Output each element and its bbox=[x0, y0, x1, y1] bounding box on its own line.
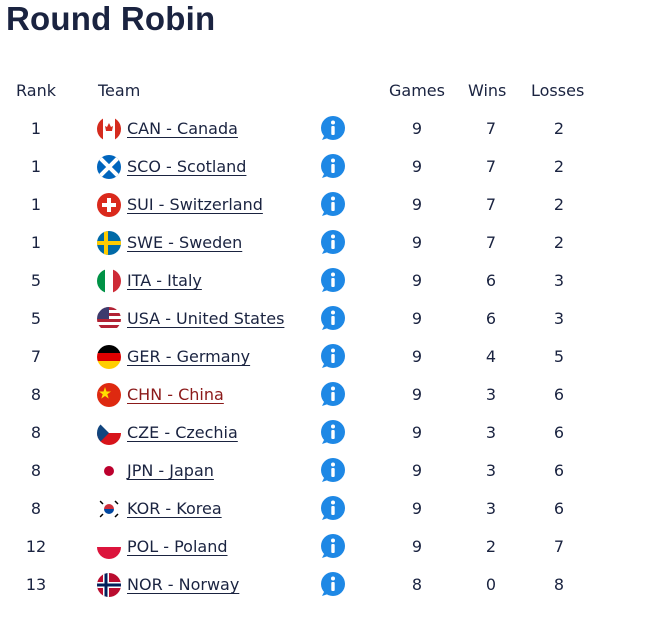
wins-cell: 6 bbox=[485, 309, 497, 328]
rank-cell: 5 bbox=[30, 271, 42, 290]
wins-cell: 6 bbox=[485, 271, 497, 290]
team-link[interactable]: JPN - Japan bbox=[127, 461, 214, 480]
games-cell: 9 bbox=[411, 119, 423, 138]
info-button[interactable] bbox=[320, 115, 346, 141]
info-button[interactable] bbox=[320, 267, 346, 293]
column-header-team: Team bbox=[98, 81, 141, 100]
games-cell: 8 bbox=[411, 575, 423, 594]
info-button[interactable] bbox=[320, 381, 346, 407]
wins-cell: 3 bbox=[485, 461, 497, 480]
info-button[interactable] bbox=[320, 191, 346, 217]
info-button[interactable] bbox=[320, 457, 346, 483]
flag-icon bbox=[97, 231, 121, 255]
info-button[interactable] bbox=[320, 419, 346, 445]
team-link[interactable]: GER - Germany bbox=[127, 347, 251, 366]
info-button[interactable] bbox=[320, 343, 346, 369]
wins-cell: 4 bbox=[485, 347, 497, 366]
games-cell: 9 bbox=[411, 385, 423, 404]
info-button[interactable] bbox=[320, 571, 346, 597]
wins-cell: 3 bbox=[485, 499, 497, 518]
page-title: Round Robin bbox=[6, 0, 216, 37]
games-cell: 9 bbox=[411, 271, 423, 290]
flag-icon bbox=[97, 155, 121, 179]
losses-cell: 2 bbox=[553, 119, 565, 138]
flag-icon bbox=[97, 193, 121, 217]
flag-icon bbox=[97, 421, 121, 445]
flag-icon bbox=[97, 269, 121, 293]
flag-icon bbox=[97, 535, 121, 559]
losses-cell: 3 bbox=[553, 309, 565, 328]
team-link[interactable]: SUI - Switzerland bbox=[127, 195, 263, 214]
losses-cell: 7 bbox=[553, 537, 565, 556]
rank-cell: 1 bbox=[30, 195, 42, 214]
wins-cell: 7 bbox=[485, 119, 497, 138]
team-link[interactable]: SCO - Scotland bbox=[127, 157, 247, 176]
wins-cell: 7 bbox=[485, 195, 497, 214]
losses-cell: 5 bbox=[553, 347, 565, 366]
flag-icon bbox=[97, 117, 121, 141]
rank-cell: 1 bbox=[30, 119, 42, 138]
team-link[interactable]: USA - United States bbox=[127, 309, 285, 328]
team-link[interactable]: NOR - Norway bbox=[127, 575, 240, 594]
losses-cell: 6 bbox=[553, 499, 565, 518]
losses-cell: 3 bbox=[553, 271, 565, 290]
team-link[interactable]: SWE - Sweden bbox=[127, 233, 243, 252]
games-cell: 9 bbox=[411, 461, 423, 480]
flag-icon bbox=[97, 345, 121, 369]
wins-cell: 3 bbox=[485, 423, 497, 442]
rank-cell: 12 bbox=[25, 537, 47, 556]
games-cell: 9 bbox=[411, 347, 423, 366]
rank-cell: 1 bbox=[30, 157, 42, 176]
losses-cell: 6 bbox=[553, 385, 565, 404]
games-cell: 9 bbox=[411, 499, 423, 518]
column-header-losses: Losses bbox=[531, 81, 585, 100]
rank-cell: 8 bbox=[30, 499, 42, 518]
team-link[interactable]: KOR - Korea bbox=[127, 499, 222, 518]
flag-icon bbox=[97, 307, 121, 331]
wins-cell: 2 bbox=[485, 537, 497, 556]
games-cell: 9 bbox=[411, 309, 423, 328]
team-link[interactable]: ITA - Italy bbox=[127, 271, 202, 290]
info-button[interactable] bbox=[320, 533, 346, 559]
rank-cell: 8 bbox=[30, 423, 42, 442]
column-header-games: Games bbox=[389, 81, 445, 100]
info-button[interactable] bbox=[320, 305, 346, 331]
team-link[interactable]: CAN - Canada bbox=[127, 119, 238, 138]
rank-cell: 5 bbox=[30, 309, 42, 328]
games-cell: 9 bbox=[411, 423, 423, 442]
team-link[interactable]: POL - Poland bbox=[127, 537, 228, 556]
games-cell: 9 bbox=[411, 537, 423, 556]
games-cell: 9 bbox=[411, 233, 423, 252]
wins-cell: 7 bbox=[485, 157, 497, 176]
column-header-rank: Rank bbox=[16, 81, 56, 100]
team-link[interactable]: CZE - Czechia bbox=[127, 423, 238, 442]
games-cell: 9 bbox=[411, 195, 423, 214]
wins-cell: 7 bbox=[485, 233, 497, 252]
rank-cell: 8 bbox=[30, 461, 42, 480]
losses-cell: 6 bbox=[553, 461, 565, 480]
rank-cell: 13 bbox=[25, 575, 47, 594]
info-button[interactable] bbox=[320, 153, 346, 179]
wins-cell: 3 bbox=[485, 385, 497, 404]
losses-cell: 2 bbox=[553, 195, 565, 214]
losses-cell: 8 bbox=[553, 575, 565, 594]
info-button[interactable] bbox=[320, 229, 346, 255]
column-header-wins: Wins bbox=[468, 81, 507, 100]
flag-icon bbox=[97, 459, 121, 483]
games-cell: 9 bbox=[411, 157, 423, 176]
flag-icon bbox=[97, 383, 121, 407]
team-link[interactable]: CHN - China bbox=[127, 385, 224, 404]
losses-cell: 2 bbox=[553, 157, 565, 176]
losses-cell: 2 bbox=[553, 233, 565, 252]
rank-cell: 1 bbox=[30, 233, 42, 252]
flag-icon bbox=[97, 497, 121, 521]
wins-cell: 0 bbox=[485, 575, 497, 594]
flag-icon bbox=[97, 573, 121, 597]
rank-cell: 7 bbox=[30, 347, 42, 366]
losses-cell: 6 bbox=[553, 423, 565, 442]
info-button[interactable] bbox=[320, 495, 346, 521]
rank-cell: 8 bbox=[30, 385, 42, 404]
